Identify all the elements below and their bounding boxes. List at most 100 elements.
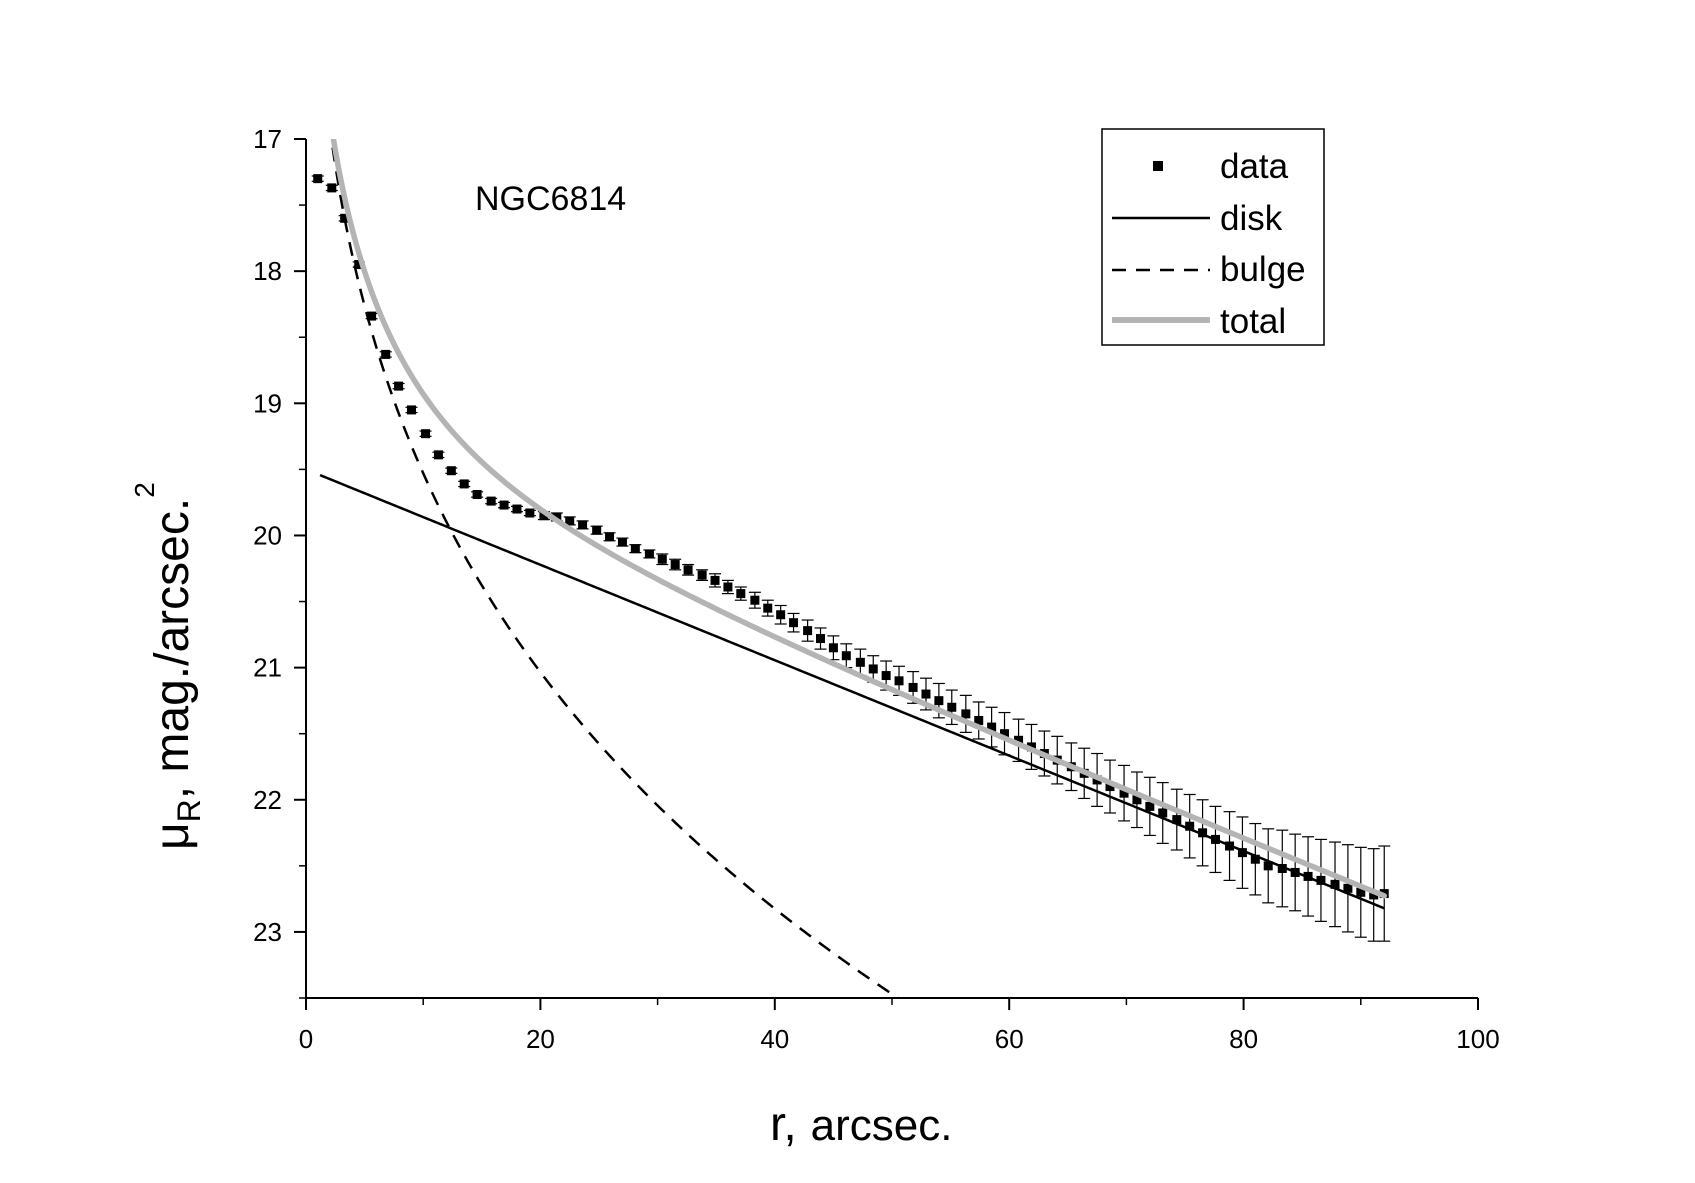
data-marker <box>354 260 364 270</box>
data-marker <box>592 525 602 535</box>
data-marker <box>1290 867 1300 877</box>
data-marker <box>1369 890 1379 900</box>
data-point <box>1354 846 1367 938</box>
data-point <box>1196 799 1209 867</box>
data-point <box>392 381 405 391</box>
data-point <box>1156 781 1169 844</box>
total-line <box>330 139 1387 899</box>
data-marker <box>1316 875 1326 885</box>
data-point <box>1249 822 1262 896</box>
legend: data disk bulge total <box>1101 128 1325 346</box>
x-tick-label: 0 <box>299 1024 313 1054</box>
y-axis-label-sub: R <box>171 799 207 822</box>
bulge-line <box>330 139 901 998</box>
data-point <box>576 520 589 530</box>
data-marker <box>1185 821 1195 831</box>
y-tick-label: 19 <box>253 388 282 418</box>
data-marker <box>367 311 377 321</box>
data-point <box>959 694 972 733</box>
y-tick-label: 17 <box>253 124 282 154</box>
data-marker <box>565 516 575 526</box>
data-marker <box>828 643 838 653</box>
y-tick-label: 20 <box>253 520 282 550</box>
data-marker <box>446 466 456 476</box>
data-marker <box>630 544 640 554</box>
data-point <box>787 612 800 633</box>
data-point <box>1118 764 1131 822</box>
data-point <box>998 711 1011 756</box>
data-marker <box>1014 735 1024 745</box>
data-marker <box>486 496 496 506</box>
data-point <box>498 500 511 510</box>
data-marker <box>406 405 416 415</box>
data-marker <box>934 696 944 706</box>
data-marker <box>763 603 773 613</box>
data-point <box>419 429 432 439</box>
data-marker <box>539 511 549 521</box>
data-point <box>801 619 814 642</box>
data-marker <box>1303 871 1313 881</box>
data-point <box>311 174 324 184</box>
data-marker <box>894 676 904 686</box>
data-point <box>1236 816 1249 889</box>
legend-label-total: total <box>1220 302 1286 341</box>
data-marker <box>1132 795 1142 805</box>
data-marker <box>421 429 431 439</box>
x-tick-label: 20 <box>526 1024 555 1054</box>
y-tick-label: 22 <box>253 785 282 815</box>
data-marker <box>961 709 971 719</box>
data-point <box>748 591 761 609</box>
data-marker <box>644 549 654 559</box>
data-point <box>590 525 603 535</box>
data-marker <box>789 618 799 628</box>
data-marker <box>1343 883 1353 893</box>
data-marker <box>697 570 707 580</box>
data-point <box>1262 828 1275 904</box>
data-point <box>985 706 998 748</box>
data-point <box>669 558 682 571</box>
data-marker <box>1198 828 1208 838</box>
data-point <box>471 489 484 499</box>
data-marker <box>499 500 509 510</box>
legend-label-data: data <box>1220 147 1289 186</box>
y-tick-label: 23 <box>253 917 282 947</box>
x-axis-label-main: r, <box>770 1098 797 1151</box>
data-point <box>1223 811 1236 881</box>
data-marker <box>327 183 337 193</box>
y-axis-label: μR, mag./arcsec.2 <box>129 482 207 850</box>
legend-box <box>1101 128 1325 346</box>
data-marker <box>736 589 746 599</box>
data-point <box>405 405 418 415</box>
data-point <box>1302 836 1315 917</box>
data-marker <box>670 560 680 570</box>
x-tick-label: 80 <box>1229 1024 1258 1054</box>
y-tick-label: 21 <box>253 653 282 683</box>
data-marker <box>381 349 391 359</box>
data-point <box>1012 718 1025 763</box>
data-marker <box>816 634 826 644</box>
data-point <box>445 466 458 476</box>
data-point <box>325 183 338 193</box>
x-tick-label: 60 <box>995 1024 1024 1054</box>
x-axis-label-unit: arcsec. <box>811 1101 953 1150</box>
x-axis-label: r, arcsec. <box>770 1098 953 1151</box>
data-point <box>827 635 840 661</box>
data-marker <box>433 450 443 460</box>
data-point <box>485 496 498 506</box>
data-point <box>510 504 523 514</box>
data-marker <box>776 610 786 620</box>
data-marker <box>605 532 615 542</box>
data-point <box>1209 805 1222 874</box>
series-layer <box>311 139 1391 998</box>
data-marker <box>683 565 693 575</box>
data-point <box>734 586 747 601</box>
legend-label-bulge: bulge <box>1220 250 1306 289</box>
data-marker <box>512 504 522 514</box>
data-point <box>774 604 787 625</box>
data-point <box>1367 848 1380 942</box>
data-marker <box>1330 879 1340 889</box>
x-tick-label: 40 <box>760 1024 789 1054</box>
data-point <box>603 532 616 542</box>
data-point <box>1183 793 1196 859</box>
